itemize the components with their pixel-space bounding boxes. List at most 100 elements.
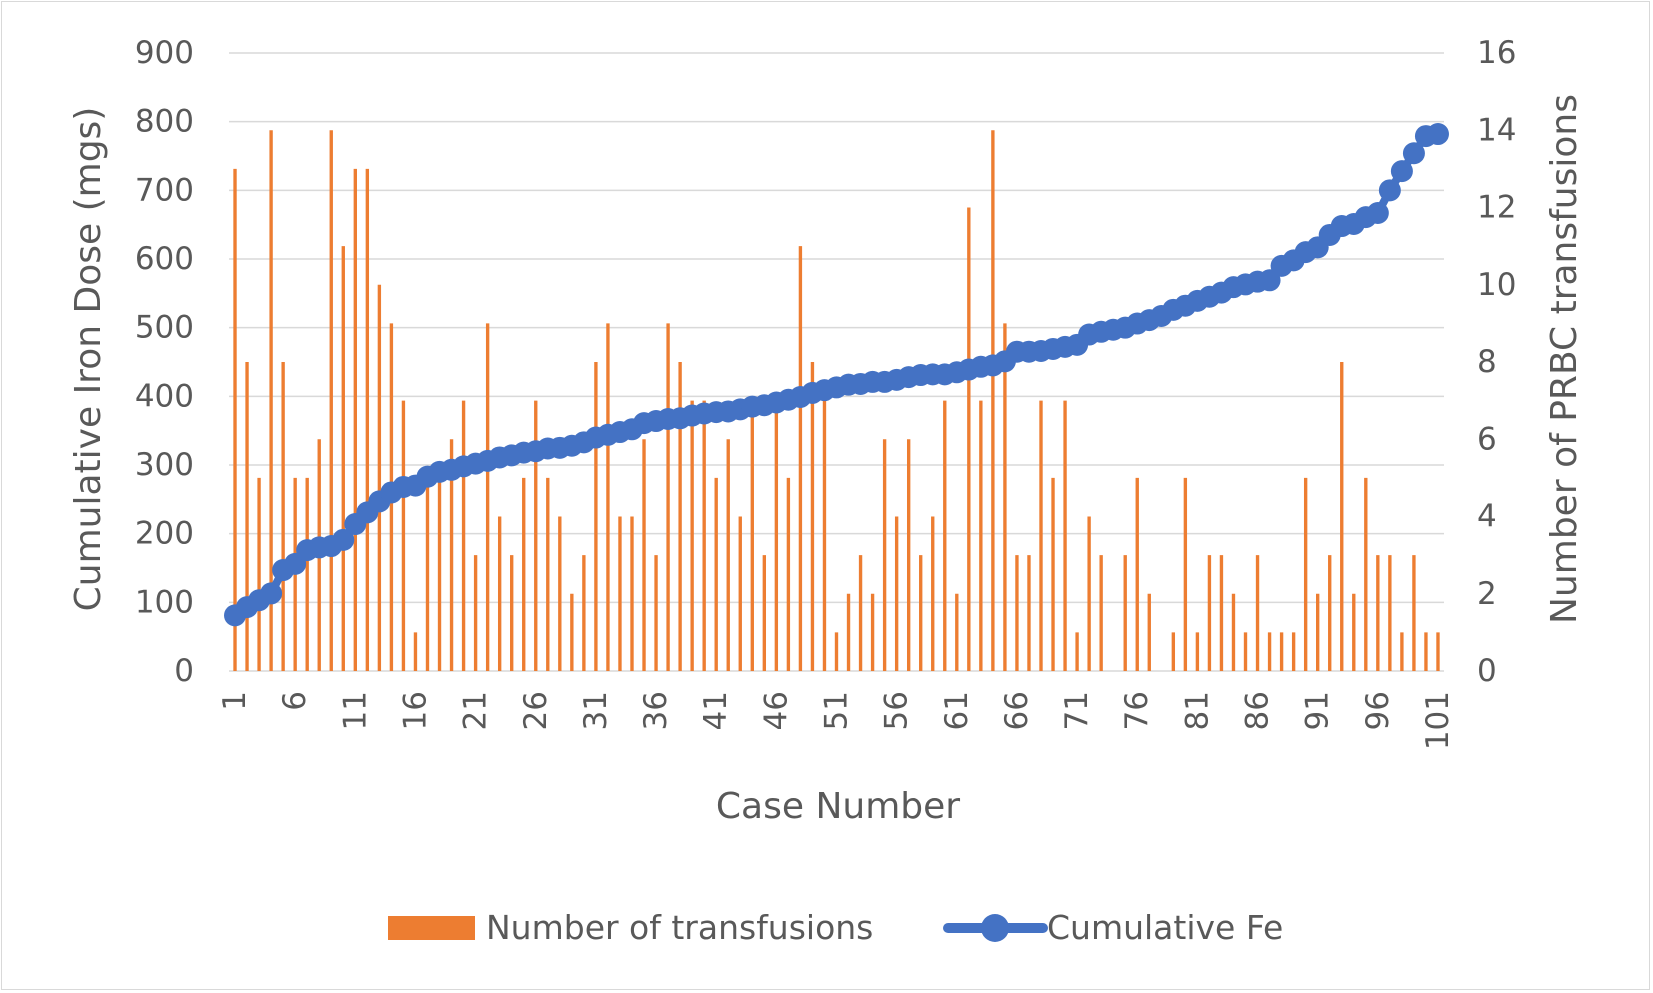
transfusion-bar xyxy=(967,207,971,671)
transfusion-bar xyxy=(425,477,430,671)
x-tick-label: 96 xyxy=(1360,691,1396,730)
transfusion-bar xyxy=(594,362,598,671)
x-tick-label: 11 xyxy=(337,691,373,730)
cumulative-fe-line xyxy=(224,123,1449,627)
transfusion-bar xyxy=(305,477,309,671)
transfusion-bar xyxy=(353,168,357,671)
transfusion-bar xyxy=(943,400,947,671)
transfusion-bar xyxy=(341,246,345,671)
transfusion-bar xyxy=(750,400,754,671)
transfusion-bar xyxy=(1364,477,1368,671)
transfusion-bar xyxy=(1436,632,1440,671)
transfusion-bar xyxy=(618,516,622,671)
transfusion-bar xyxy=(1243,632,1248,671)
transfusion-bars xyxy=(233,130,1440,671)
transfusion-bar xyxy=(1279,632,1284,671)
y1-tick-label: 0 xyxy=(174,653,194,689)
transfusion-bar xyxy=(1316,593,1320,671)
transfusion-bar xyxy=(1003,323,1007,671)
transfusion-bar xyxy=(762,555,767,671)
x-tick-label: 31 xyxy=(578,691,614,730)
y1-tick-label: 200 xyxy=(135,516,194,552)
transfusion-bar xyxy=(510,555,514,671)
transfusion-bar xyxy=(630,516,634,671)
transfusion-bar xyxy=(870,593,875,671)
transfusion-bar xyxy=(846,593,851,671)
transfusion-bar xyxy=(570,593,574,671)
transfusion-bar xyxy=(1051,477,1055,671)
transfusion-bar xyxy=(726,439,730,671)
transfusion-bar xyxy=(1376,555,1380,671)
y1-tick-label: 300 xyxy=(135,447,194,483)
transfusion-bar xyxy=(1340,362,1344,671)
transfusion-bar xyxy=(534,400,538,671)
transfusion-bar xyxy=(1291,632,1296,671)
transfusion-bar xyxy=(437,477,442,671)
transfusion-bar xyxy=(1207,555,1212,671)
y2-tick-label: 16 xyxy=(1477,35,1516,71)
x-tick-label: 71 xyxy=(1059,691,1095,730)
x-tick-label: 61 xyxy=(939,691,975,730)
transfusion-bar xyxy=(401,400,406,671)
transfusion-bar xyxy=(931,516,935,671)
transfusion-bar xyxy=(413,632,418,671)
cumulative-fe-point xyxy=(1366,201,1389,224)
transfusion-bar xyxy=(1087,516,1091,671)
cumulative-fe-point xyxy=(1402,142,1425,165)
y2-tick-label: 10 xyxy=(1477,267,1516,303)
y1-tick-label: 400 xyxy=(135,378,194,414)
x-tick-label: 56 xyxy=(879,691,915,730)
legend-label-transfusions: Number of transfusions xyxy=(486,908,873,947)
y1-tick-label: 600 xyxy=(135,241,194,277)
y1-axis-title: Cumulative Iron Dose (mgs) xyxy=(68,107,109,612)
x-tick-label: 46 xyxy=(758,691,794,730)
y2-tick-label: 2 xyxy=(1477,576,1497,612)
transfusion-bar xyxy=(919,555,923,671)
cumulative-fe-point xyxy=(1426,123,1449,146)
transfusion-bar xyxy=(822,400,827,671)
transfusion-bar xyxy=(1195,632,1200,671)
transfusion-bar xyxy=(449,439,454,671)
transfusion-bar xyxy=(786,477,791,671)
y1-tick-label: 800 xyxy=(135,104,194,140)
cumulative-fe-point xyxy=(1258,269,1281,292)
transfusion-bar xyxy=(702,400,706,671)
transfusion-bar xyxy=(642,439,646,671)
right-axis-ticks: 0 2 4 6 8 10 12 14 16 xyxy=(1477,35,1516,689)
transfusion-bar xyxy=(858,555,863,671)
transfusion-bar xyxy=(522,477,526,671)
y2-tick-label: 8 xyxy=(1477,344,1497,380)
x-tick-label: 1 xyxy=(217,691,253,711)
transfusion-bar xyxy=(1063,400,1067,671)
transfusion-bar xyxy=(714,477,718,671)
transfusion-bar xyxy=(810,362,815,671)
transfusion-bar xyxy=(1400,632,1404,671)
transfusion-bar xyxy=(1039,400,1043,671)
cumulative-fe-path xyxy=(232,130,1439,619)
transfusion-bar xyxy=(882,439,887,671)
y2-tick-label: 12 xyxy=(1477,190,1516,226)
legend: Number of transfusions Cumulative Fe xyxy=(388,908,1283,947)
transfusion-bar xyxy=(1027,555,1031,671)
y1-tick-label: 900 xyxy=(135,35,194,71)
transfusion-bar xyxy=(1412,555,1416,671)
y2-tick-label: 6 xyxy=(1477,421,1497,457)
x-tick-label: 36 xyxy=(638,691,674,730)
cumulative-fe-point xyxy=(1390,160,1413,183)
transfusion-bar xyxy=(257,477,261,671)
transfusion-bar xyxy=(690,400,694,671)
x-tick-label: 101 xyxy=(1420,691,1456,750)
x-tick-label: 26 xyxy=(518,691,554,730)
x-tick-label: 6 xyxy=(277,691,313,711)
y2-tick-label: 14 xyxy=(1477,112,1516,148)
transfusion-bar xyxy=(1388,555,1392,671)
y2-tick-label: 4 xyxy=(1477,499,1497,535)
transfusion-bar xyxy=(1424,632,1428,671)
cumulative-fe-point xyxy=(1378,179,1401,202)
x-tick-label: 16 xyxy=(397,691,433,730)
transfusion-bar xyxy=(461,400,466,671)
x-axis-title: Case Number xyxy=(716,786,960,827)
x-tick-label: 51 xyxy=(819,691,855,730)
transfusion-bar xyxy=(738,516,742,671)
